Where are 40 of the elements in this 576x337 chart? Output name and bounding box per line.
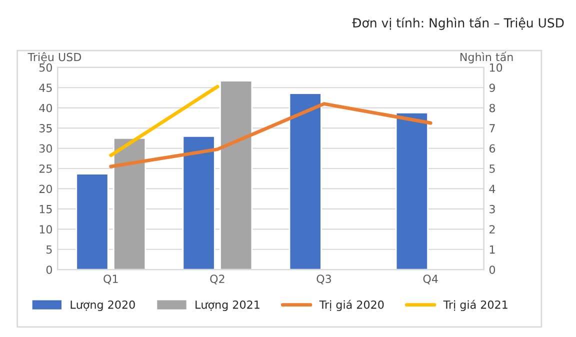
y-tick-label: 5 <box>46 246 52 254</box>
bar <box>76 173 109 270</box>
y2-tick-label: 4 <box>489 184 496 193</box>
y-tick-label: 40 <box>39 104 52 112</box>
bar <box>288 92 322 270</box>
x-tick-label: Q2 <box>210 274 224 284</box>
y-tick-label: 30 <box>39 144 52 153</box>
y2-tick-label: 8 <box>489 104 496 112</box>
bar <box>395 112 428 270</box>
line-series <box>109 102 432 168</box>
y-tick-label: 10 <box>40 225 52 234</box>
y-tick-label: 15 <box>40 205 52 214</box>
y-tick-label: 0 <box>46 266 52 274</box>
x-tick-label: Q1 <box>104 274 118 284</box>
y2-tick-label: 3 <box>490 204 495 214</box>
y-tick-label: 45 <box>39 84 52 92</box>
bar <box>182 135 216 270</box>
legend-label: Lượng 2020 <box>70 300 135 312</box>
bar <box>112 137 146 270</box>
bar <box>220 80 253 270</box>
y2-tick-label: 0 <box>489 266 496 274</box>
legend-label: Trị giá 2021 <box>443 300 508 312</box>
y-tick-label: 25 <box>39 164 52 173</box>
y2-tick-label: 2 <box>490 225 495 234</box>
y2-tick-label: 10 <box>490 63 502 72</box>
y-tick-label: 35 <box>39 124 52 132</box>
legend-label: Lượng 2021 <box>196 300 260 312</box>
y-tick-label: 20 <box>39 184 52 194</box>
legend-label: Trị giá 2020 <box>319 300 384 312</box>
y2-tick-label: 7 <box>490 124 495 132</box>
y2-tick-label: 6 <box>489 144 496 153</box>
y2-tick-label: 1 <box>490 246 495 254</box>
x-tick-label: Q4 <box>423 274 438 284</box>
y-tick-label: 50 <box>39 63 52 72</box>
x-tick-label: Q3 <box>316 274 332 284</box>
y-axis-title: Triệu USD <box>28 52 82 64</box>
y2-tick-label: 9 <box>489 84 495 92</box>
text: Đơn vị tính: Nghìn tấn – Triệu USD <box>352 16 564 30</box>
y2-axis-title: Nghìn tấn <box>460 52 513 64</box>
y2-tick-label: 5 <box>490 164 495 173</box>
